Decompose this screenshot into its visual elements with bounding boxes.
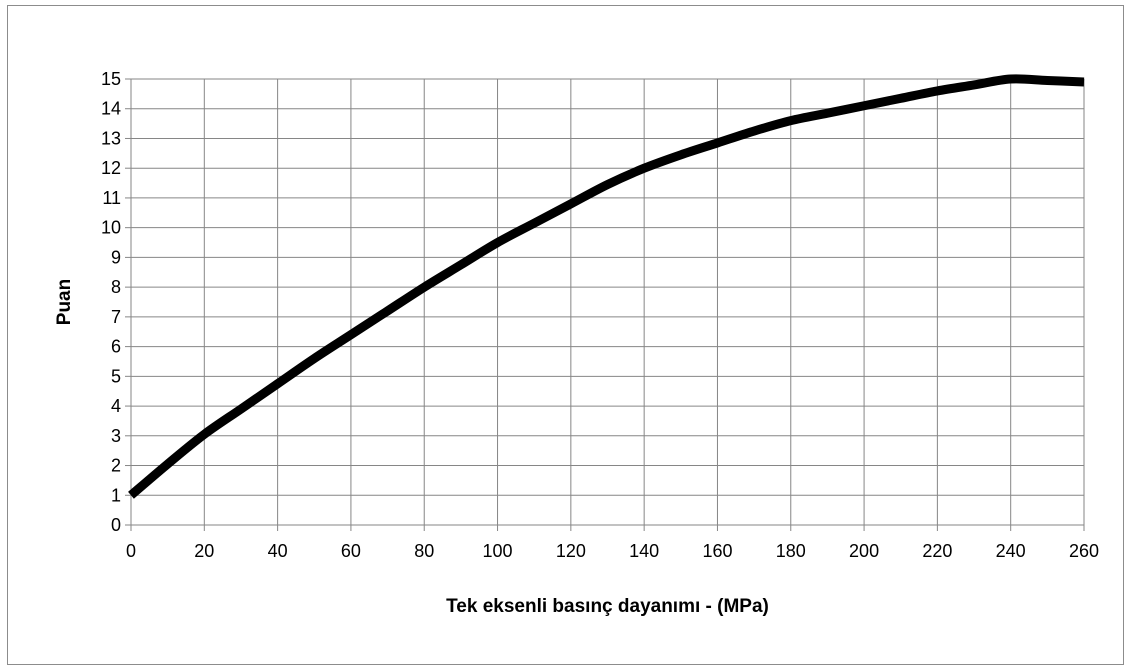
x-tick-label: 180 [776, 541, 806, 561]
y-tick-label: 13 [101, 128, 121, 148]
x-tick-label: 0 [126, 541, 136, 561]
y-tick-label: 4 [111, 396, 121, 416]
y-tick-label: 15 [101, 69, 121, 89]
x-tick-label: 20 [194, 541, 214, 561]
y-axis-title: Puan [54, 279, 75, 325]
x-tick-label: 40 [268, 541, 288, 561]
y-tick-label: 0 [111, 515, 121, 535]
y-tick-label: 2 [111, 456, 121, 476]
grid-lines [130, 78, 1085, 526]
y-tick-label: 10 [101, 218, 121, 238]
x-tick-label: 240 [996, 541, 1026, 561]
y-tick-label: 12 [101, 158, 121, 178]
x-tick-label: 120 [556, 541, 586, 561]
series-layer [128, 74, 1085, 499]
axes [125, 78, 1085, 531]
x-tick-label: 220 [922, 541, 952, 561]
y-tick-label: 1 [111, 485, 121, 505]
y-tick-label: 3 [111, 426, 121, 446]
x-tick-label: 200 [849, 541, 879, 561]
y-tick-label: 11 [102, 188, 121, 208]
x-tick-label: 160 [702, 541, 732, 561]
y-tick-label: 14 [101, 99, 121, 119]
y-tick-label: 7 [111, 307, 121, 327]
x-tick-label: 80 [414, 541, 434, 561]
y-tick-label: 9 [111, 247, 121, 267]
x-tick-label: 100 [483, 541, 513, 561]
x-tick-label: 60 [341, 541, 361, 561]
x-tick-label: 140 [629, 541, 659, 561]
x-axis-title: Tek eksenli basınç dayanımı - (MPa) [446, 596, 769, 617]
y-tick-label: 8 [111, 277, 121, 297]
y-tick-label: 6 [111, 337, 121, 357]
y-tick-label: 5 [111, 366, 121, 386]
x-tick-label: 260 [1069, 541, 1099, 561]
series-line [128, 74, 1085, 499]
